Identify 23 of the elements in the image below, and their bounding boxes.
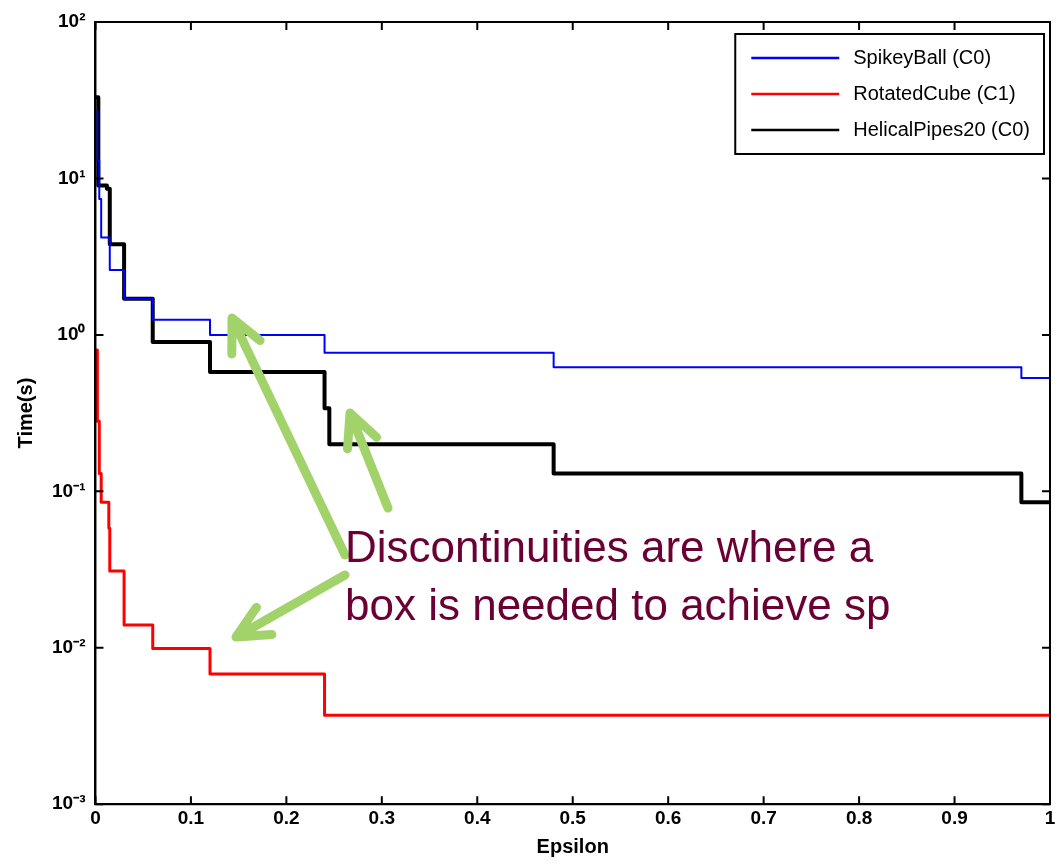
legend-label: HelicalPipes20 (C0) <box>853 117 1031 140</box>
x-tick-label: 0.7 <box>750 806 777 828</box>
legend-label: RotatedCube (C1) <box>853 81 1016 104</box>
x-tick-label: 0.2 <box>273 806 300 828</box>
x-tick-label: 0.5 <box>559 806 587 828</box>
x-tick-label: 0.9 <box>941 806 968 828</box>
y-tick-label: 10⁻² <box>51 635 86 657</box>
y-tick-label: 10² <box>57 10 86 32</box>
legend-label: SpikeyBall (C0) <box>853 45 992 68</box>
x-tick-label: 0.3 <box>368 806 396 828</box>
annotation: Discontinuities are where a box is needed to achieve sp <box>345 521 891 631</box>
y-tick-label: 10⁰ <box>57 323 86 345</box>
y-tick-label: 10⁻¹ <box>51 479 86 501</box>
x-tick-label: 0.4 <box>464 806 491 828</box>
y-tick-label: 10⁻³ <box>51 792 86 814</box>
y-axis-title: Time(s) <box>13 377 36 449</box>
y-tick-label: 10¹ <box>57 166 86 188</box>
x-tick-label: 0.1 <box>177 806 205 828</box>
x-tick-label: 0.6 <box>654 806 682 828</box>
x-tick-label: 0.8 <box>845 806 873 828</box>
x-tick-label: 0 <box>90 806 101 828</box>
x-axis-title: Epsilon <box>536 834 609 857</box>
x-tick-label: 1 <box>1044 806 1056 828</box>
